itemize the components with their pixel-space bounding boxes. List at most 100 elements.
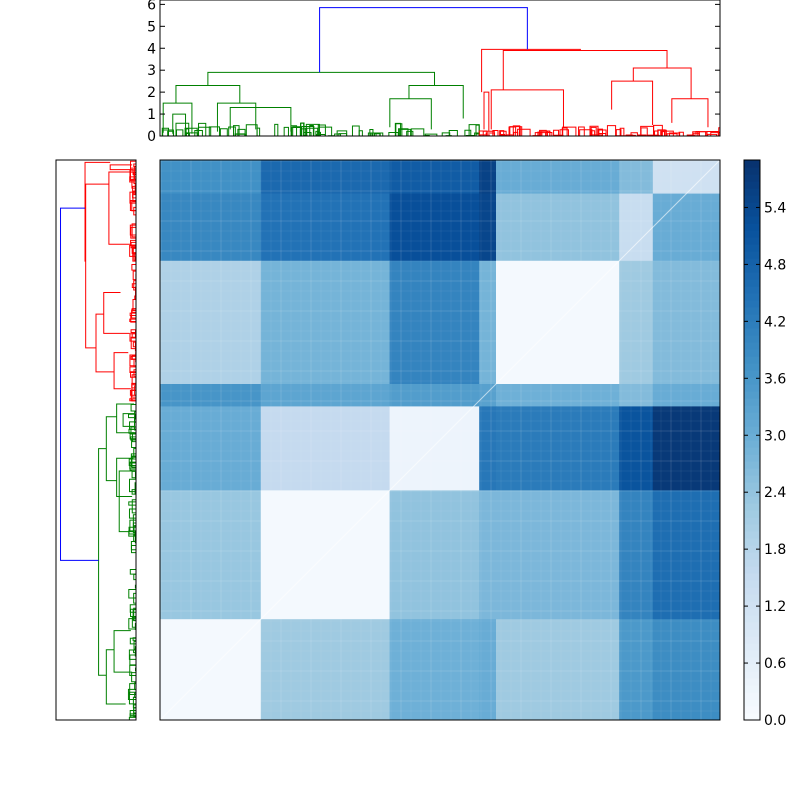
colorbar-segment — [744, 195, 760, 203]
colorbar-segment — [744, 461, 760, 469]
dendrogram-link — [130, 371, 136, 378]
heatmap-stripe — [160, 700, 720, 702]
colorbar: 0.0 0.6 1.2 1.8 2.4 3.0 3.6 4.2 4.8 5.4 — [743, 159, 786, 729]
dendrogram-link — [113, 630, 133, 673]
colorbar-segment — [744, 706, 760, 714]
colorbar-segment — [744, 615, 760, 623]
heatmap-stripe — [630, 160, 632, 720]
dendrogram-link — [505, 134, 513, 136]
dendrogram-link — [60, 207, 99, 561]
dendrogram-link — [606, 125, 617, 136]
heatmap-cell — [389, 406, 480, 491]
colorbar-segment — [744, 265, 760, 273]
colorbar-segment — [744, 713, 760, 721]
heatmap-cell — [652, 406, 721, 491]
heatmap-cell — [389, 490, 480, 620]
dendrogram-link — [640, 127, 648, 136]
colorbar-segment — [744, 580, 760, 588]
heatmap-stripe — [600, 160, 602, 720]
dendrogram-link — [128, 458, 136, 467]
heatmap-stripe — [160, 630, 720, 632]
dendrogram-link — [162, 102, 193, 134]
heatmap-stripe — [590, 160, 592, 720]
colorbar-segment — [744, 482, 760, 490]
heatmap-cell — [160, 490, 262, 620]
colorbar-tick-label: 0.6 — [764, 656, 786, 672]
heatmap-stripe — [160, 190, 720, 192]
dendrogram-link — [105, 649, 126, 705]
dendrogram-link — [219, 128, 228, 136]
colorbar-segment — [744, 545, 760, 553]
dendrogram-link — [133, 607, 136, 622]
colorbar-segment — [744, 566, 760, 574]
y-tick-label: 5 — [147, 19, 156, 35]
dendrogram-link — [129, 478, 136, 493]
heatmap-stripe — [460, 160, 462, 720]
colorbar-segment — [744, 447, 760, 455]
colorbar-segment — [744, 328, 760, 336]
colorbar-segment — [744, 293, 760, 301]
dendrogram-link — [129, 318, 136, 323]
colorbar-segment — [744, 216, 760, 224]
dendrogram-link — [131, 499, 136, 514]
heatmap-cell — [160, 406, 262, 491]
dendrogram-link — [162, 129, 174, 136]
dendrogram-link — [508, 126, 517, 136]
dendrogram-link — [131, 223, 136, 238]
dendrogram-link — [175, 85, 241, 104]
dendrogram-link — [611, 80, 654, 126]
dendrogram-link — [305, 123, 320, 136]
colorbar-segment — [744, 300, 760, 308]
colorbar-segment — [744, 636, 760, 644]
y-tick-label: 4 — [147, 41, 156, 57]
dendrogram-link — [131, 398, 136, 402]
dendrogram-link — [98, 448, 107, 676]
dendrogram-link — [131, 308, 136, 313]
colorbar-segment — [744, 160, 760, 168]
dendrogram-link — [131, 616, 136, 628]
heatmap-stripe — [160, 160, 162, 720]
colorbar-segment — [744, 370, 760, 378]
dendrogram-link — [274, 123, 279, 136]
dendrogram-link — [283, 126, 289, 136]
dendrogram-link — [483, 91, 490, 132]
dendrogram-link — [131, 333, 136, 339]
heatmap-stripe — [400, 160, 402, 720]
dendrogram-link — [128, 501, 136, 506]
heatmap-cell — [652, 193, 721, 262]
dendrogram-link — [197, 126, 212, 136]
colorbar-segment — [744, 573, 760, 581]
colorbar-segment — [744, 188, 760, 196]
dendrogram-link — [131, 264, 136, 271]
dendrogram-link — [134, 692, 136, 699]
dendrogram-link — [367, 132, 373, 136]
dendrogram-link — [122, 413, 135, 427]
dendrogram-link — [130, 403, 136, 412]
heatmap-cell — [652, 619, 721, 721]
dendrogram-link — [547, 130, 551, 136]
colorbar-segment — [744, 279, 760, 287]
colorbar-segment — [744, 384, 760, 392]
dendrogram-link — [309, 125, 314, 136]
heatmap-stripe — [530, 160, 532, 720]
colorbar-segment — [744, 181, 760, 189]
dendrogram-link — [351, 125, 360, 136]
y-tick-label: 2 — [147, 85, 156, 101]
colorbar-segment — [744, 601, 760, 609]
colorbar-segment — [744, 433, 760, 441]
dendrogram-link — [131, 470, 136, 479]
dendrogram-link — [185, 133, 190, 136]
heatmap-stripe — [250, 160, 252, 720]
dendrogram-link — [130, 355, 136, 360]
heatmap-cell — [389, 160, 480, 195]
dendrogram-link — [185, 128, 190, 136]
heatmap-stripe — [160, 460, 720, 462]
heatmap-stripe — [160, 250, 720, 252]
heatmap-cell — [619, 619, 654, 721]
colorbar-segment — [744, 440, 760, 448]
dendrogram-link — [216, 102, 257, 132]
dendrogram-link — [132, 185, 136, 199]
dendrogram-link — [130, 167, 136, 182]
colorbar-tick-label: 0.0 — [764, 713, 786, 729]
